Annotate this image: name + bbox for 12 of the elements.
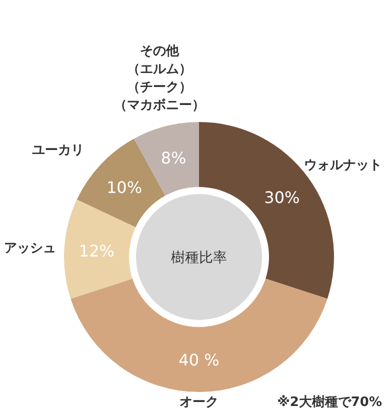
text: ※2大樹種で70% — [277, 395, 382, 410]
text: 樹種比率 — [171, 250, 227, 266]
slice-label: ユーカリ — [32, 142, 84, 158]
data-label: 12% — [78, 242, 114, 261]
slice-label: ウォルナット — [304, 158, 382, 174]
slice-label: その他（エルム）（チーク）（マカボニー） — [114, 44, 206, 113]
data-label: 40 % — [178, 350, 220, 370]
slice-label: アッシュ — [4, 241, 56, 256]
data-label: 8% — [160, 148, 186, 168]
data-label: 30% — [264, 188, 300, 207]
data-label: 10% — [106, 178, 142, 197]
slice-label: オーク — [180, 395, 218, 410]
